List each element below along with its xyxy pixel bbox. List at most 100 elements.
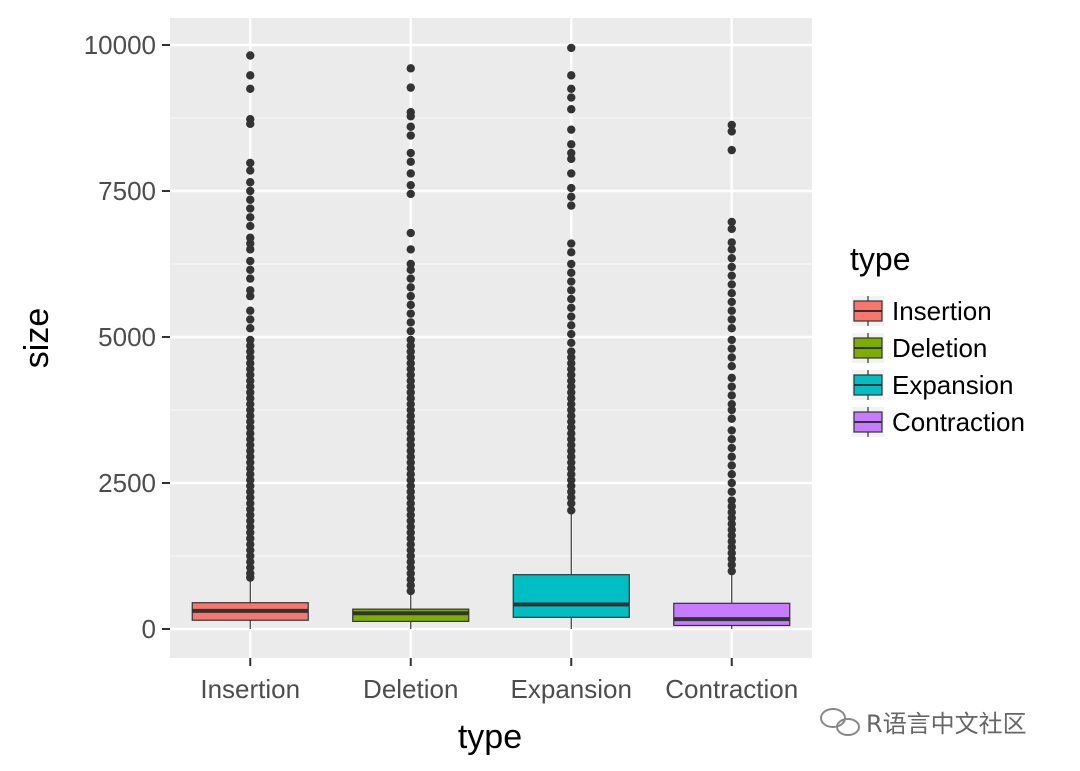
outlier-point [246,493,255,502]
y-tick-label: 2500 [98,468,156,498]
outlier-point [246,499,255,508]
outlier-point [406,399,415,409]
outlier-point [406,259,415,269]
outlier-point [246,405,255,415]
outlier-point [406,388,415,397]
outlier-point [246,388,255,397]
outlier-point [406,563,415,572]
outlier-point [406,157,415,166]
outlier-point [246,166,255,175]
outlier-point [246,569,255,578]
outlier-point [406,382,415,391]
outlier-point [246,382,255,391]
legend: type Insertion Deletion Expansion Contracti… [850,241,1025,437]
outlier-point [727,537,736,546]
outlier-point [406,499,415,508]
outlier-point [406,394,415,403]
outlier-point [246,274,255,283]
outlier-point [246,341,255,350]
outlier-point [567,140,576,149]
outlier-point [567,183,576,193]
x-tick-label: Expansion [511,674,632,704]
outlier-point [567,286,576,295]
outlier-point [246,429,255,438]
outlier-point [567,417,576,426]
outlier-point [406,169,415,178]
outlier-point [727,487,736,496]
outlier-point [246,158,255,168]
outlier-point [567,506,576,515]
outlier-point [727,519,736,529]
outlier-point [406,274,415,283]
outlier-point [406,405,415,415]
legend-label: Insertion [892,296,992,326]
outlier-point [567,248,576,257]
outlier-point [727,262,736,272]
watermark-text: R语言中文社区 [866,710,1027,738]
outlier-point [246,423,255,432]
outlier-point [567,321,576,330]
outlier-point [727,127,736,136]
outlier-point [246,335,255,345]
y-axis-title: size [18,308,56,368]
outlier-point [567,43,576,53]
outlier-point [406,291,415,301]
outlier-point [567,303,576,312]
outlier-point [567,338,576,348]
outlier-point [246,446,255,456]
outlier-point [246,71,255,80]
y-tick-label: 7500 [98,176,156,206]
watermark: R语言中文社区 [820,708,1027,738]
outlier-point [406,435,415,444]
outlier-point [567,105,576,114]
outlier-point [406,534,415,543]
outlier-point [727,414,736,423]
outlier-point [727,373,736,383]
outlier-point [406,228,415,238]
outlier-point [246,195,255,204]
outlier-point [406,364,415,374]
wechat-logo-icon [820,708,860,736]
outlier-point [567,268,576,277]
outlier-point [567,364,576,374]
outlier-point [246,324,255,333]
outlier-point [567,201,576,210]
outlier-point [406,107,415,117]
outlier-point [727,280,736,289]
outlier-point [727,391,736,400]
outlier-point [406,309,415,318]
outlier-point [246,239,255,248]
outlier-point [567,499,576,508]
outlier-point [567,394,576,403]
outlier-point [406,429,415,438]
outlier-point [246,370,255,380]
outlier-point [246,452,255,461]
outlier-point [246,481,255,491]
outlier-point [727,120,736,130]
outlier-point [727,566,736,576]
outlier-point [567,399,576,409]
outlier-point [246,394,255,403]
outlier-point [567,446,576,456]
outlier-point [727,531,736,540]
outlier-point [406,481,415,491]
outlier-point [406,551,415,561]
outlier-point [567,464,576,473]
outlier-point [406,569,415,578]
outlier-point [567,93,576,102]
outlier-point [246,204,255,213]
outlier-point [406,411,415,421]
outlier-point [406,245,415,254]
outlier-point [406,353,415,362]
outlier-point [406,83,415,92]
outlier-point [406,464,415,473]
outlier-point [406,131,415,140]
outlier-point [727,461,736,470]
outlier-point [406,423,415,432]
x-axis: Insertion Deletion Expansion Contraction [200,658,798,704]
outlier-point [567,423,576,432]
legend-title: type [850,241,910,277]
boxes [191,43,791,629]
outlier-point [406,516,415,526]
outlier-point [246,545,255,555]
